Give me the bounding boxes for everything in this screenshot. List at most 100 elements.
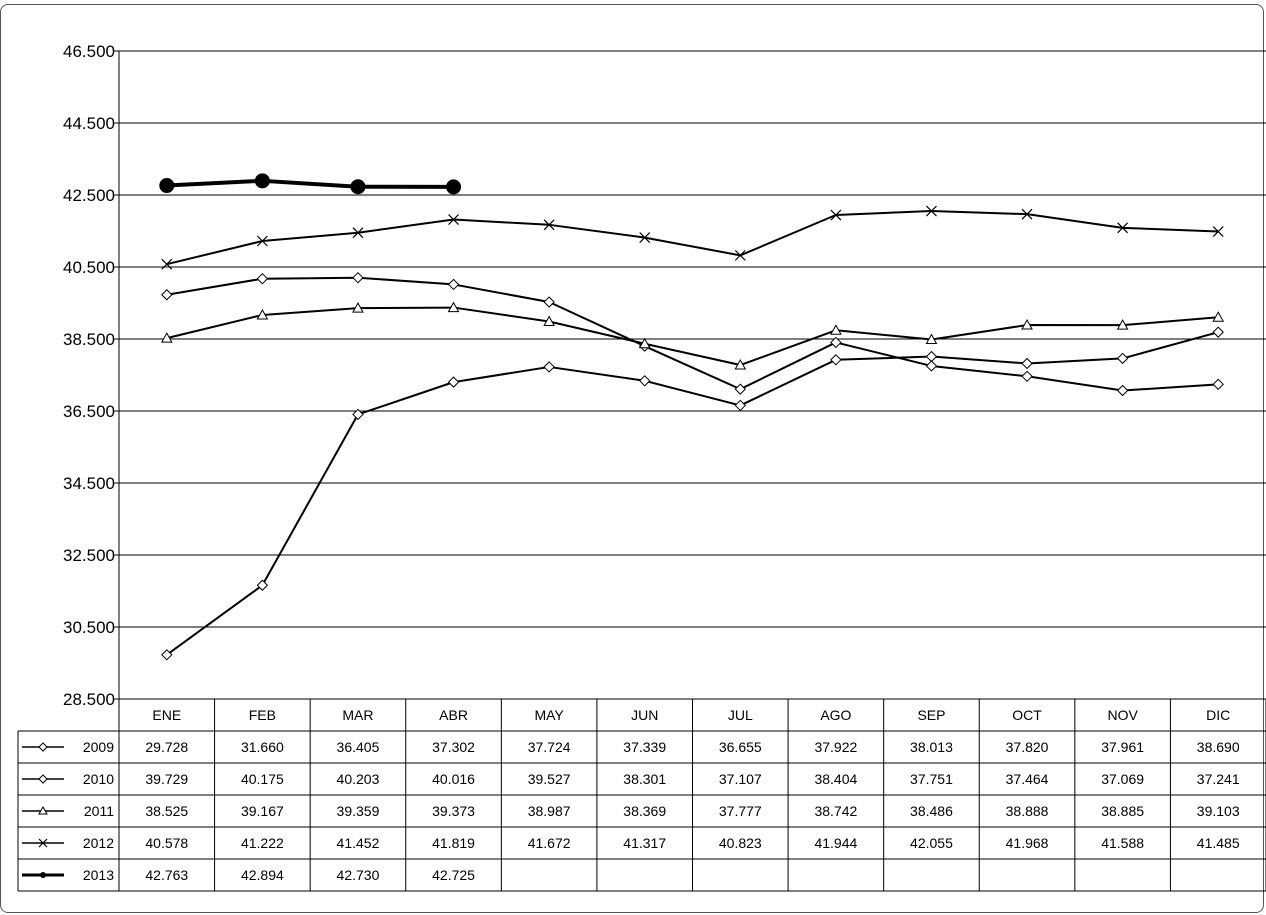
data-point (1212, 226, 1224, 237)
data-point (1212, 326, 1224, 338)
series-line (166, 178, 454, 189)
data-point (1116, 319, 1129, 330)
data-point (638, 337, 651, 349)
data-label: 42.894 (241, 867, 284, 883)
data-point (256, 235, 268, 247)
data-label: 40.175 (241, 771, 284, 787)
series-2012 (161, 205, 1224, 270)
data-point (161, 289, 173, 301)
data-label: 37.724 (528, 739, 571, 755)
data-point (734, 399, 746, 412)
legend-label: 2009 (83, 739, 114, 755)
data-point (159, 178, 175, 194)
x-tick-label: NOV (1107, 707, 1138, 723)
x-tick-label: OCT (1012, 707, 1042, 723)
y-tick-label: 36.500 (63, 402, 115, 421)
data-point (256, 308, 269, 320)
data-label: 40.823 (719, 835, 762, 851)
chart-frame (0, 4, 1264, 913)
data-point (161, 258, 173, 270)
series-2009 (161, 326, 1224, 661)
data-point (352, 227, 364, 239)
x-tick-label: FEB (249, 707, 276, 723)
y-tick-label: 32.500 (63, 546, 115, 565)
data-point (160, 332, 173, 343)
legend-key-2011 (22, 805, 64, 815)
y-tick-label: 28.500 (63, 690, 115, 709)
data-point (925, 350, 938, 363)
data-label: 41.452 (337, 835, 380, 851)
data-label: 37.241 (1197, 771, 1240, 787)
data-label: 38.013 (910, 739, 953, 755)
data-point (352, 302, 364, 313)
data-label: 37.820 (1006, 739, 1049, 755)
data-point (447, 376, 460, 388)
data-point (256, 579, 269, 591)
data-label: 37.751 (910, 771, 953, 787)
data-point (447, 278, 460, 291)
legend-label: 2013 (83, 867, 114, 883)
data-label: 38.742 (814, 803, 857, 819)
data-label: 42.725 (432, 867, 475, 883)
data-label: 40.016 (432, 771, 475, 787)
data-label: 37.777 (719, 803, 762, 819)
data-label: 39.359 (337, 803, 380, 819)
legend-marker (38, 742, 48, 752)
data-point (1117, 222, 1129, 234)
data-label: 38.888 (1006, 803, 1049, 819)
x-tick-label: JUN (631, 707, 658, 723)
data-label: 37.922 (814, 739, 857, 755)
data-point (639, 375, 651, 387)
x-tick-label: MAY (534, 707, 564, 723)
x-tick-label: DIC (1206, 707, 1230, 723)
x-tick-label: AGO (820, 707, 851, 723)
data-point (543, 315, 555, 326)
data-point (543, 296, 555, 308)
data-point (543, 361, 555, 373)
data-label: 38.486 (910, 803, 953, 819)
legend-label: 2010 (83, 771, 114, 787)
data-point (1021, 208, 1033, 220)
data-label: 41.485 (1197, 835, 1240, 851)
data-point (925, 333, 938, 345)
data-point (448, 214, 459, 225)
data-label: 37.302 (432, 739, 475, 755)
data-point (1021, 357, 1033, 370)
data-label: 41.588 (1101, 835, 1144, 851)
data-point (352, 408, 364, 421)
data-label: 41.819 (432, 835, 475, 851)
y-tick-label: 30.500 (63, 618, 115, 637)
data-label: 42.763 (145, 867, 188, 883)
series-line (166, 276, 1219, 392)
x-tick-label: JUL (728, 707, 753, 723)
data-label: 41.968 (1006, 835, 1049, 851)
legend-marker (38, 805, 48, 815)
data-label: 40.578 (145, 835, 188, 851)
data-label: 39.729 (145, 771, 188, 787)
x-tick-label: ABR (439, 707, 468, 723)
y-tick-label: 34.500 (63, 474, 115, 493)
data-label: 39.167 (241, 803, 284, 819)
data-point (1021, 319, 1033, 330)
data-label: 31.660 (241, 739, 284, 755)
data-point (734, 383, 746, 395)
data-point (734, 249, 746, 261)
legend-key-2010 (22, 774, 64, 784)
data-label: 36.655 (719, 739, 762, 755)
series-2013 (159, 173, 462, 195)
data-label: 29.728 (145, 739, 188, 755)
data-label: 38.301 (623, 771, 666, 787)
data-point (830, 209, 842, 221)
data-label: 38.690 (1197, 739, 1240, 755)
data-label: 38.404 (814, 771, 857, 787)
x-tick-label: MAR (342, 707, 373, 723)
data-label: 41.672 (528, 835, 571, 851)
data-point (352, 271, 364, 284)
data-point (1116, 352, 1129, 365)
legend-label: 2011 (84, 803, 114, 819)
data-label: 37.107 (719, 771, 762, 787)
data-point (161, 649, 173, 661)
data-point (1021, 370, 1033, 383)
series-line (166, 306, 1219, 367)
